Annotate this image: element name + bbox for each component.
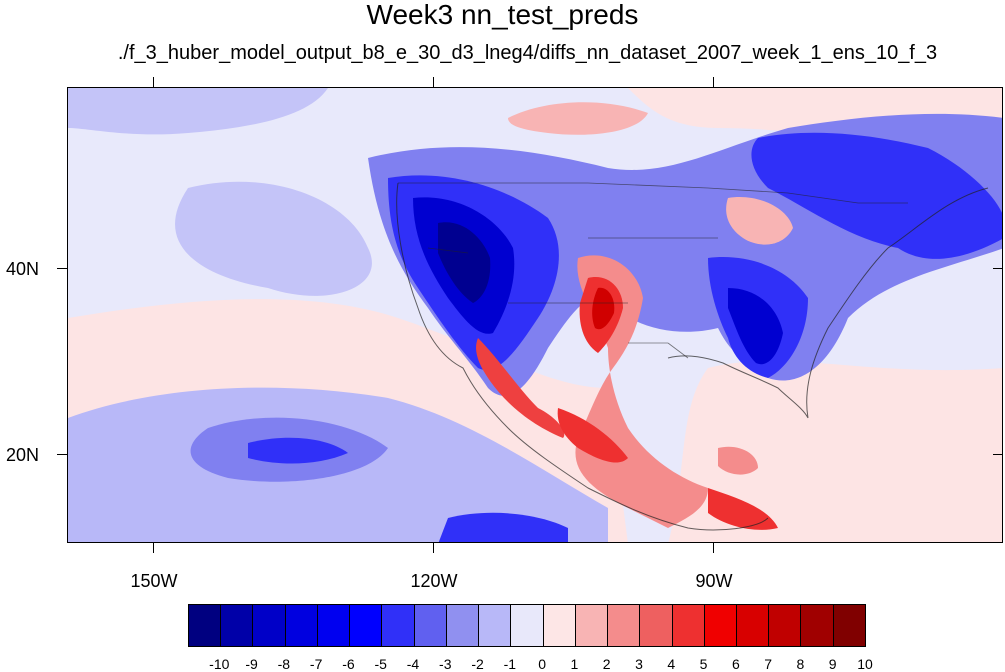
lat-tick-20n bbox=[57, 454, 67, 455]
colorbar-tick-label: -1 bbox=[503, 656, 517, 672]
colorbar-tick-label: -9 bbox=[245, 656, 258, 672]
field-dark-red-texas bbox=[592, 287, 615, 330]
colorbar-swatch bbox=[543, 605, 576, 646]
colorbar-tick-label: 3 bbox=[635, 656, 643, 672]
colorbar-tick-label: -10 bbox=[209, 656, 230, 672]
colorbar-tick-label: -2 bbox=[471, 656, 484, 672]
colorbar-tick-label: -8 bbox=[277, 656, 291, 672]
colorbar-tick-label: 7 bbox=[764, 656, 773, 672]
colorbar-swatch bbox=[704, 605, 737, 646]
colorbar-swatch bbox=[575, 605, 609, 646]
colorbar-swatch bbox=[672, 605, 705, 646]
colorbar-swatch bbox=[221, 605, 254, 646]
field-light-blue-alaska bbox=[68, 88, 328, 135]
colorbar-swatch bbox=[350, 605, 383, 646]
field-red-central-america bbox=[708, 488, 778, 530]
lon-tick-90w-top bbox=[713, 77, 714, 87]
field-pink-great-lakes bbox=[726, 197, 793, 245]
colorbar-tick-label: -5 bbox=[374, 656, 387, 672]
field-blue-core-south bbox=[438, 512, 568, 542]
field-red-west-mexico bbox=[557, 408, 628, 463]
lon-tick-90w bbox=[713, 543, 714, 553]
field-light-blue-pacific bbox=[175, 181, 372, 296]
colorbar-swatch bbox=[801, 605, 834, 646]
map-plot-area bbox=[67, 87, 1003, 543]
colorbar-swatch bbox=[511, 605, 544, 646]
colorbar-swatch bbox=[317, 605, 351, 646]
lon-tick-120w bbox=[433, 543, 434, 553]
coastline bbox=[396, 182, 989, 531]
lat-tick-40n-right bbox=[993, 268, 1003, 269]
colorbar-swatch bbox=[253, 605, 286, 646]
colorbar-tick-label: 4 bbox=[667, 656, 676, 672]
map-subtitle: ./f_3_huber_model_output_b8_e_30_d3_lneg… bbox=[117, 42, 938, 64]
anomaly-map bbox=[68, 88, 1002, 542]
colorbar-tick-label: 10 bbox=[857, 656, 873, 672]
field-dark-blue-southeast-us bbox=[728, 288, 783, 365]
colorbar-tick-label: -3 bbox=[439, 656, 452, 672]
lat-label-40n: 40N bbox=[6, 259, 40, 279]
colorbar-tick-label: 6 bbox=[731, 656, 740, 672]
colorbar-swatch bbox=[382, 605, 415, 646]
lat-tick-40n bbox=[57, 268, 67, 269]
map-title: Week3 nn_test_preds bbox=[366, 0, 639, 30]
colorbar-swatch bbox=[833, 605, 865, 646]
colorbar-tick-label: 8 bbox=[796, 656, 805, 672]
colorbar-tick-label: 5 bbox=[699, 656, 708, 672]
colorbar-swatch bbox=[189, 605, 222, 646]
field-navy-great-basin bbox=[438, 222, 491, 303]
colorbar-tick-label: 2 bbox=[602, 656, 611, 672]
field-blue-canada-east bbox=[751, 132, 1002, 259]
lon-label-150w: 150W bbox=[130, 571, 178, 591]
colorbar-swatch bbox=[479, 605, 512, 646]
lon-tick-150w bbox=[153, 543, 154, 553]
colorbar-tick-label: 9 bbox=[828, 656, 837, 672]
colorbar bbox=[188, 604, 866, 647]
colorbar-tick-label: 1 bbox=[570, 656, 579, 672]
colorbar-tick-label: -6 bbox=[342, 656, 355, 672]
colorbar-swatch bbox=[769, 605, 802, 646]
field-red-baja bbox=[476, 338, 565, 438]
lat-label-20n: 20N bbox=[6, 445, 40, 465]
lon-label-90w: 90W bbox=[695, 571, 733, 591]
colorbar-swatch bbox=[640, 605, 673, 646]
colorbar-swatch bbox=[446, 605, 480, 646]
field-blue-core-south-pacific bbox=[248, 437, 348, 464]
colorbar-swatch bbox=[736, 605, 770, 646]
colorbar-tick-label: -4 bbox=[406, 656, 420, 672]
colorbar-tick-label: -7 bbox=[309, 656, 323, 672]
colorbar-swatch bbox=[608, 605, 641, 646]
colorbar-swatch bbox=[285, 605, 318, 646]
lon-label-120w: 120W bbox=[410, 571, 458, 591]
lat-tick-20n-right bbox=[993, 454, 1003, 455]
field-light-red-atlantic bbox=[668, 360, 1002, 542]
colorbar-tick-label: 0 bbox=[538, 656, 547, 672]
field-pink-hudson bbox=[508, 102, 648, 135]
lon-tick-150w-top bbox=[153, 77, 154, 87]
lon-tick-120w-top bbox=[433, 77, 434, 87]
state-borders bbox=[398, 182, 908, 359]
field-pink-caribbean bbox=[718, 446, 758, 475]
colorbar-swatch bbox=[414, 605, 447, 646]
